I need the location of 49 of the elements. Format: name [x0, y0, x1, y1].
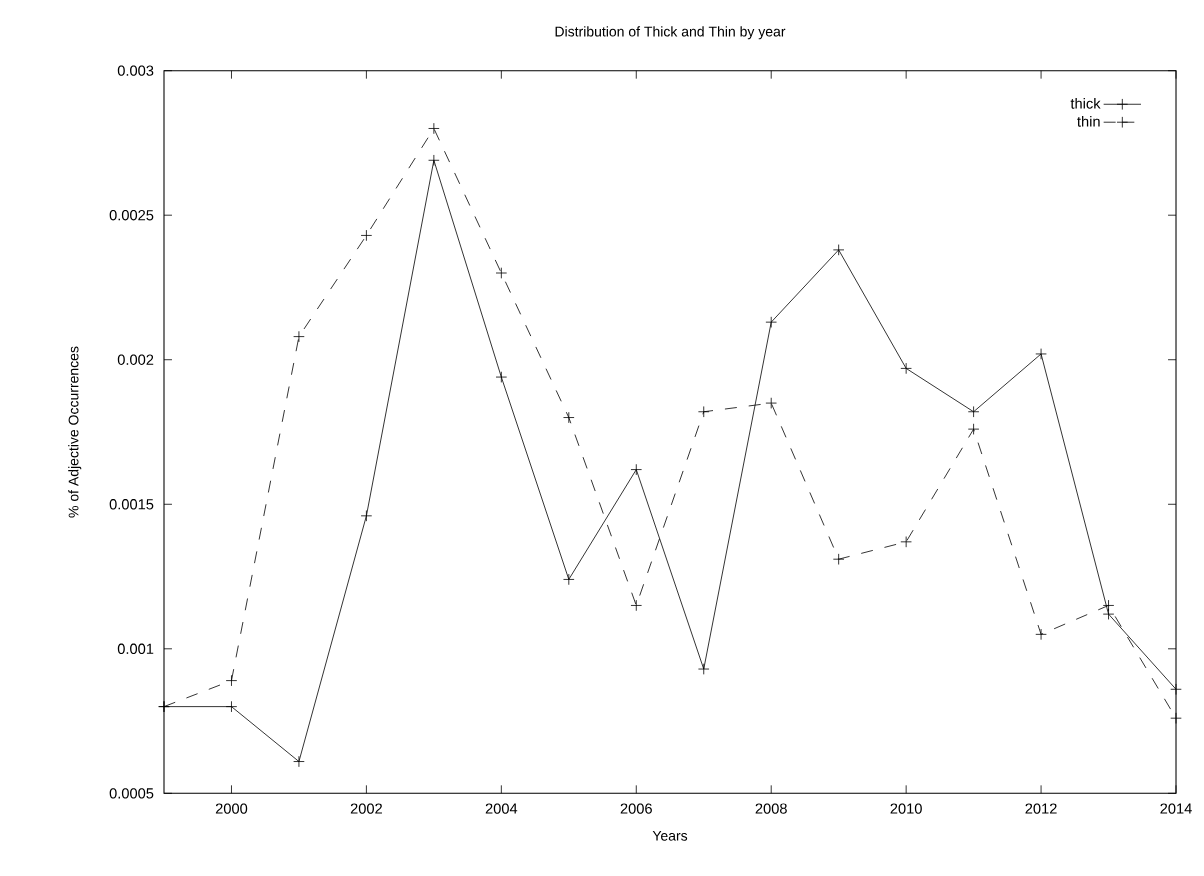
point: [698, 663, 710, 675]
point: [428, 154, 440, 167]
x-tick-label: 2006: [620, 803, 652, 814]
y-tick-label: 0.0005: [109, 788, 154, 799]
point: [563, 573, 575, 586]
point: [1102, 608, 1115, 620]
point: [967, 406, 980, 418]
point: [765, 397, 777, 409]
point: [630, 463, 642, 476]
point: [293, 755, 305, 768]
point: [1170, 712, 1182, 724]
point: [495, 371, 508, 383]
y-tick-label: 0.002: [117, 354, 154, 365]
legend-label: thin: [1077, 115, 1100, 127]
point: [495, 267, 508, 279]
point: [832, 244, 845, 256]
point: [832, 553, 845, 565]
point: [765, 316, 777, 328]
x-tick-label: 2000: [215, 803, 248, 814]
y-tick-label: 0.0015: [109, 499, 154, 510]
x-tick-label: 2002: [350, 803, 382, 814]
point: [225, 674, 238, 687]
y-tick-label: 0.0025: [109, 210, 154, 221]
point: [225, 700, 238, 713]
point: [1170, 683, 1182, 695]
point: [428, 122, 440, 135]
point: [360, 510, 373, 522]
x-tick-label: 2008: [755, 803, 787, 814]
point: [698, 406, 710, 418]
point: [1035, 348, 1047, 360]
y-axis-title: % of Adjective Occurrences: [68, 346, 82, 518]
point: [1035, 628, 1047, 641]
y-tick-label: 0.001: [117, 643, 154, 654]
chart-title: Distribution of Thick and Thin by year: [555, 26, 786, 40]
point: [900, 362, 912, 375]
point: [563, 411, 575, 424]
x-tick-label: 2014: [1160, 803, 1192, 814]
point: [293, 330, 305, 343]
x-axis-title: Years: [652, 830, 688, 841]
legend-label: thick: [1070, 97, 1101, 109]
point: [900, 536, 912, 548]
point: [360, 229, 373, 242]
y-tick-label: 0.003: [117, 65, 154, 76]
point: [1102, 599, 1115, 612]
x-tick-label: 2012: [1025, 803, 1057, 814]
point: [967, 423, 980, 435]
x-tick-label: 2004: [485, 803, 518, 814]
point: [630, 599, 642, 612]
x-tick-label: 2010: [890, 803, 922, 814]
